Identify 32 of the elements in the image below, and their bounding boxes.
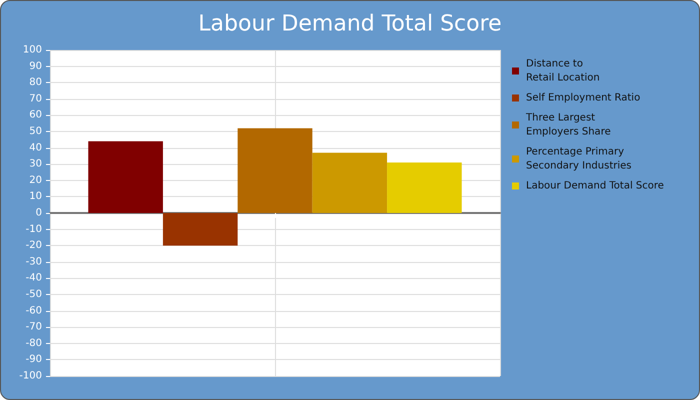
y-tick-label: -80 [26, 338, 42, 349]
y-tick-label: 80 [29, 77, 42, 88]
legend-label: Three Largest Employers Share [525, 112, 611, 138]
legend-label: Percentage Primary Secondary Industries [526, 146, 632, 172]
y-tick-label: 50 [29, 126, 42, 137]
y-tick-label: -50 [26, 289, 42, 300]
y-tick-label: 70 [29, 93, 42, 104]
bar [162, 213, 238, 246]
chart-title: Labour Demand Total Score [198, 12, 502, 36]
bar [238, 128, 312, 213]
bar [387, 162, 462, 213]
bar [88, 141, 163, 213]
y-tick-label: -30 [26, 256, 42, 268]
y-tick-label: 10 [29, 191, 42, 202]
y-tick-label: -40 [26, 272, 42, 284]
y-tick-label: 90 [29, 60, 42, 72]
y-tick-label: 40 [29, 142, 42, 154]
y-tick-label: -90 [26, 354, 42, 366]
y-tick-label: -70 [26, 322, 42, 333]
y-tick-label: -10 [26, 224, 42, 235]
y-tick-label: -60 [26, 305, 42, 316]
y-tick-label: 100 [22, 44, 42, 56]
legend-label: Distance to Retail Location [526, 58, 600, 84]
y-tick-label: -100 [19, 370, 42, 382]
y-tick-label: 20 [29, 174, 42, 186]
legend-label: Self Employment Ratio [526, 92, 640, 104]
bar [312, 152, 388, 213]
legend-label: Labour Demand Total Score [526, 180, 664, 192]
y-tick-label: 60 [29, 110, 42, 121]
y-tick-label: -20 [26, 240, 42, 252]
y-tick-label: 30 [29, 158, 42, 170]
y-tick-label: 0 [36, 208, 42, 218]
